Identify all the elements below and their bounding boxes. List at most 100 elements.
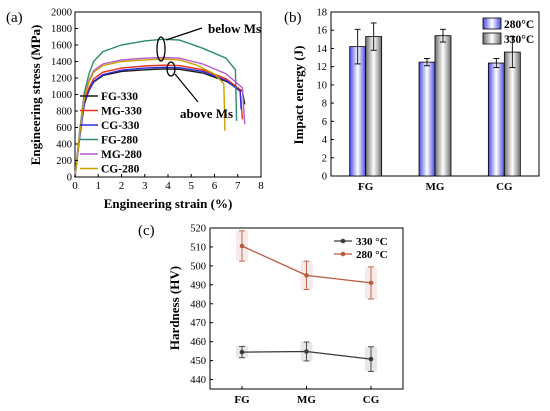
below-ms-arrow — [165, 27, 203, 41]
y-tick-label: 440 — [190, 375, 206, 386]
legend-label-330-c: 330 °C — [356, 236, 388, 248]
x-tick-label: MG — [297, 394, 316, 406]
y-tick-label: 460 — [190, 337, 206, 348]
series-line-cg-330 — [74, 66, 242, 178]
panel-c-y-ticks: 440 450 460 470 480 490 500 510 520 — [190, 224, 213, 386]
y-tick-label: 400 — [56, 140, 72, 151]
y-tick-label: 510 — [190, 242, 206, 253]
legend-label-mg-330: MG-330 — [101, 106, 142, 118]
y-tick-label: 1400 — [51, 57, 72, 68]
panel-a-series-group — [74, 38, 246, 178]
y-tick-label: 0 — [322, 172, 327, 183]
y-tick-label: 600 — [56, 123, 72, 134]
below-ms-ellipse — [156, 36, 166, 62]
y-tick-label: 500 — [190, 261, 206, 272]
x-tick-label: 4 — [165, 180, 171, 192]
y-tick-label: 2000 — [51, 8, 72, 19]
series-line-cg-280 — [74, 58, 226, 178]
series-line-mg-330 — [74, 64, 244, 178]
y-tick-label: 520 — [190, 224, 206, 235]
y-tick-label: 10 — [317, 80, 328, 91]
x-tick-label: CG — [363, 394, 380, 406]
y-tick-label: 16 — [317, 26, 328, 37]
legend-label-fg-330: FG-330 — [101, 91, 138, 103]
x-tick-label: 3 — [142, 180, 148, 192]
bar-cg-280-c — [487, 62, 505, 177]
panel-a-xlabel: Engineering strain (%) — [104, 196, 233, 211]
panel-a-ylabel: Engineering stress (MPa) — [28, 25, 43, 166]
x-tick-label: 2 — [119, 180, 125, 192]
legend-label-280-c: 280°C — [504, 19, 534, 31]
y-tick-label: 6 — [322, 117, 327, 128]
legend-marker-330-c — [340, 238, 346, 244]
y-tick-label: 12 — [317, 62, 328, 73]
legend-marker-280-c — [340, 251, 346, 257]
data-point-280-c — [304, 273, 309, 278]
y-tick-label: 800 — [56, 107, 72, 118]
bar-mg-330-c — [434, 35, 452, 177]
legend-label-cg-330: CG-330 — [101, 120, 140, 132]
bar-fg-330-c — [365, 36, 383, 177]
y-tick-label: 480 — [190, 299, 206, 310]
data-point-330-c — [239, 349, 245, 355]
panel-b-legend: 280°C 330°C — [482, 17, 534, 46]
y-tick-label: 4 — [322, 135, 328, 146]
x-tick-label: MG — [426, 181, 445, 193]
panel-b-ylabel: Impact energy (J) — [291, 46, 306, 145]
y-tick-label: 490 — [190, 280, 206, 291]
series-line-fg-280 — [74, 38, 238, 178]
bar-cg-330-c — [503, 51, 521, 177]
y-tick-label: 14 — [317, 44, 328, 55]
y-tick-label: 1200 — [51, 74, 72, 85]
y-tick-label: 8 — [322, 99, 327, 110]
above-ms-ellipse — [166, 61, 176, 77]
y-tick-label: 200 — [56, 156, 72, 167]
y-tick-label: 450 — [190, 356, 206, 367]
panel-label-c: (c) — [138, 223, 155, 239]
data-point-280-c — [239, 243, 245, 249]
panel-b-bars — [349, 22, 521, 177]
x-tick-label: 0 — [72, 180, 78, 192]
panel-c-ylabel: Hardness (HV) — [167, 266, 182, 350]
panel-label-b: (b) — [284, 10, 302, 26]
panel-a-y-ticks: 0 200 400 600 800 1000 1200 1400 1600 1800 2000 — [51, 8, 78, 184]
x-tick-label: CG — [496, 181, 513, 193]
annotation-above-ms: above Ms — [180, 106, 233, 121]
panel-c-hardness-chart: 440 450 460 470 480 490 500 510 520 FG MG CG Hardn… — [167, 224, 404, 406]
legend-label-fg-280: FG-280 — [101, 135, 138, 147]
legend-label-cg-280: CG-280 — [101, 164, 140, 176]
x-tick-label: 8 — [258, 180, 264, 192]
y-tick-label: 18 — [317, 8, 328, 19]
panel-a-x-ticks: 0 1 2 3 4 5 6 7 8 — [72, 174, 264, 192]
x-tick-label: 6 — [212, 180, 218, 192]
y-tick-label: 0 — [67, 173, 72, 184]
y-tick-label: 1800 — [51, 24, 72, 35]
panel-b-impact-energy-chart: 0 2 4 6 8 10 12 14 16 18 FG MG CG Impact energy (J)… — [291, 8, 540, 193]
data-point-280-c — [368, 280, 374, 286]
bar-fg-280-c — [349, 46, 367, 177]
x-tick-label: 1 — [96, 180, 102, 192]
legend-label-330-c: 330°C — [504, 34, 534, 46]
bar-mg-280-c — [418, 61, 436, 177]
panel-a-legend: FG-330 MG-330 CG-330 FG-280 MG-280 CG-280 — [80, 91, 142, 176]
x-tick-label: FG — [358, 181, 374, 193]
legend-label-mg-280: MG-280 — [101, 149, 142, 161]
panel-c-series-group — [236, 230, 377, 372]
y-tick-label: 1600 — [51, 41, 72, 52]
above-ms-arrow — [174, 73, 199, 103]
x-tick-label: FG — [234, 394, 250, 406]
y-tick-label: 470 — [190, 318, 206, 329]
panel-a-stress-strain-chart: 0 1 2 3 4 5 6 7 8 0 200 400 600 800 1000 1200 1400 1600 1… — [28, 8, 264, 212]
annotation-below-ms: below Ms — [208, 21, 261, 36]
panel-label-a: (a) — [6, 10, 23, 26]
y-tick-label: 1000 — [51, 90, 72, 101]
x-tick-label: 5 — [189, 180, 195, 192]
legend-swatch-330-c — [482, 32, 502, 45]
data-point-330-c — [304, 349, 309, 354]
legend-label-280-c: 280 °C — [356, 249, 388, 261]
panel-b-y-ticks: 0 2 4 6 8 10 12 14 16 18 — [317, 8, 334, 183]
panel-b-x-ticks: FG MG CG — [358, 173, 513, 193]
panel-c-x-ticks: FG MG CG — [234, 386, 380, 406]
